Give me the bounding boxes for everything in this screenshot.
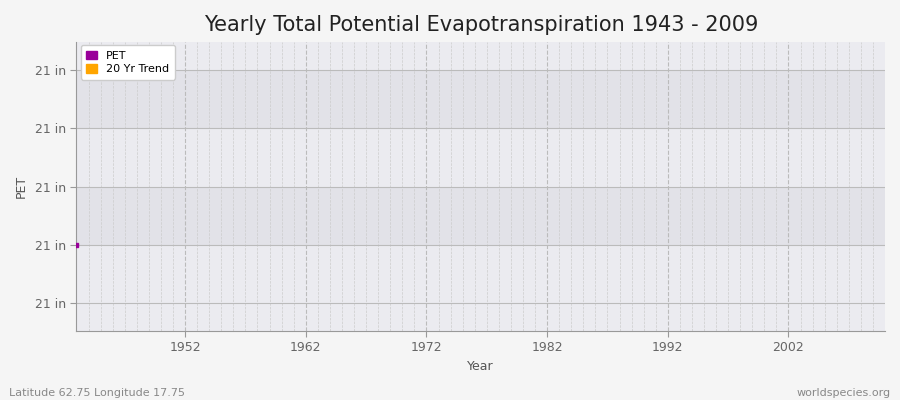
Bar [76,70,885,128]
Legend: PET, 20 Yr Trend: PET, 20 Yr Trend [80,45,175,80]
X-axis label: Year: Year [467,360,494,373]
Bar [76,245,885,303]
Y-axis label: PET: PET [15,175,28,198]
Text: worldspecies.org: worldspecies.org [796,388,891,398]
Title: Yearly Total Potential Evapotranspiration 1943 - 2009: Yearly Total Potential Evapotranspiratio… [203,15,758,35]
Text: Latitude 62.75 Longitude 17.75: Latitude 62.75 Longitude 17.75 [9,388,185,398]
Bar [76,128,885,186]
Bar [76,186,885,245]
